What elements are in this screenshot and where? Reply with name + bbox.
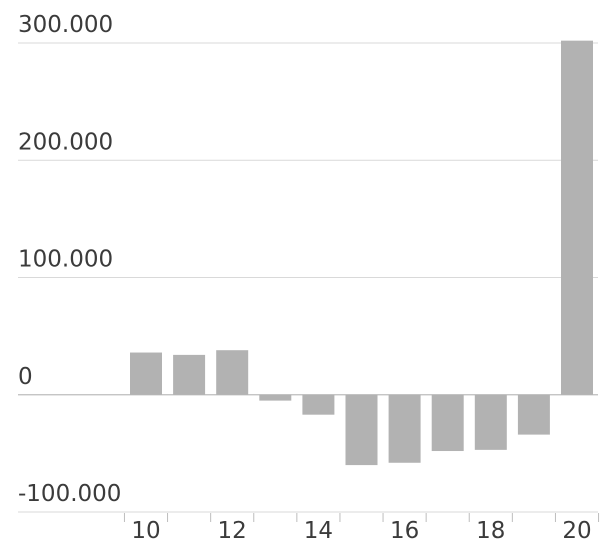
y-tick-label: 0 [18, 364, 33, 390]
x-axis: 10 12 14 16 18 20 [123, 513, 600, 544]
y-tick-label: 100.000 [18, 247, 113, 273]
bar-11 [173, 354, 206, 395]
bar-15 [345, 394, 378, 466]
bar-18 [474, 394, 507, 450]
bar-10 [130, 352, 162, 395]
x-tick-label: 18 [476, 518, 505, 544]
y-axis-labels: 300.000 200.000 100.000 0 -100.000 [18, 12, 121, 507]
x-tick-label: 14 [304, 518, 333, 544]
x-tick-label: 20 [562, 518, 591, 544]
x-tick-label: 12 [218, 518, 247, 544]
x-tick-label: 16 [390, 518, 419, 544]
bar-20 [561, 40, 593, 395]
bar-19 [517, 394, 550, 435]
bar-14 [302, 394, 335, 415]
gridlines [18, 42, 598, 513]
bars [130, 40, 593, 466]
bar-12 [216, 350, 249, 395]
x-tick-label: 10 [131, 518, 160, 544]
y-tick-label: -100.000 [18, 481, 121, 507]
bar-17 [431, 394, 464, 452]
y-tick-label: 300.000 [18, 12, 113, 38]
bar-13 [259, 394, 292, 401]
bar-16 [388, 394, 421, 463]
y-tick-label: 200.000 [18, 129, 113, 155]
